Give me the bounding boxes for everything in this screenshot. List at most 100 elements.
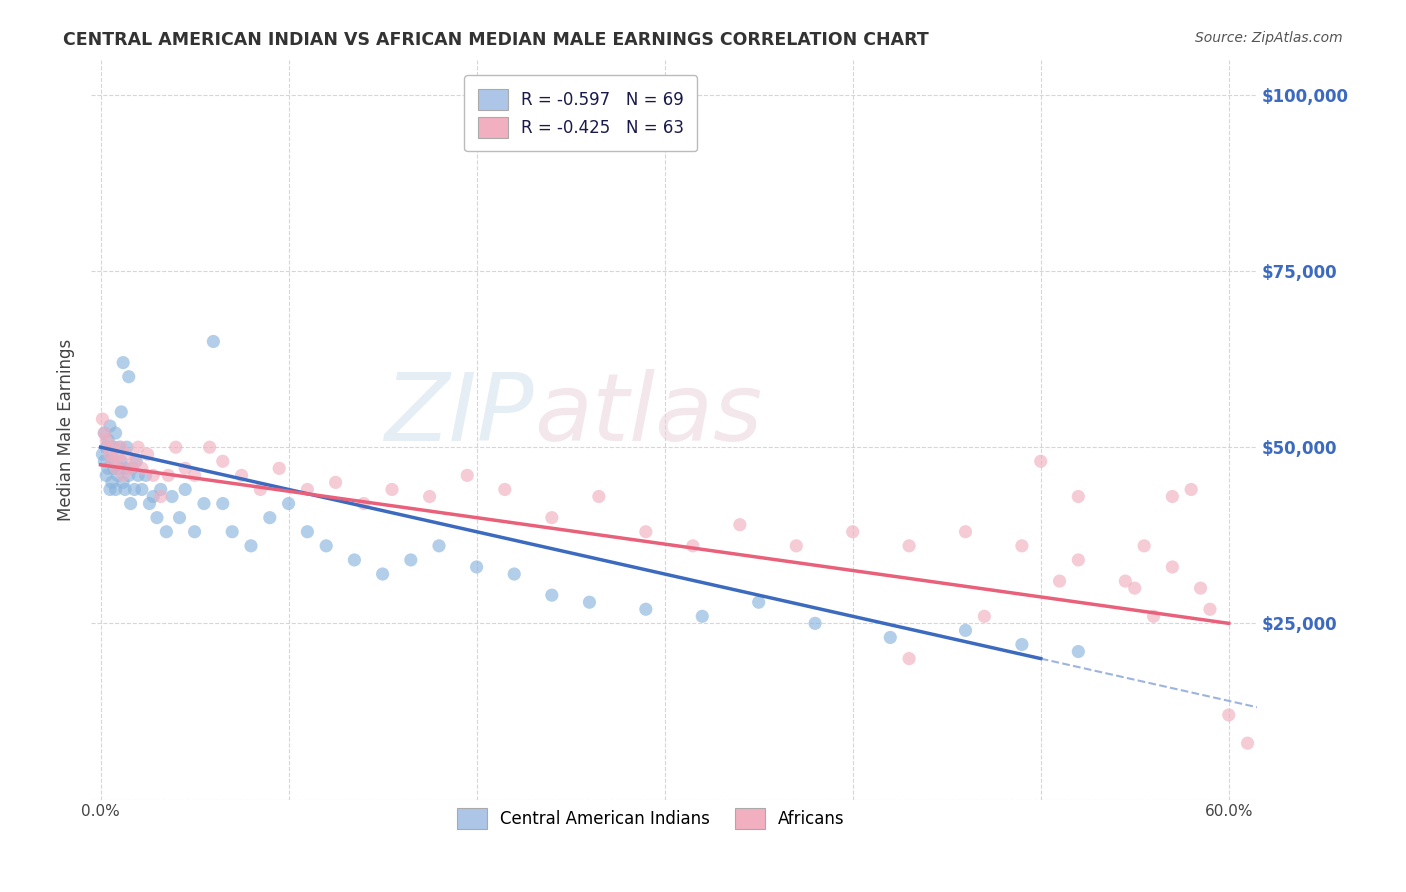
Point xyxy=(101,454,124,468)
Point xyxy=(97,461,120,475)
Point xyxy=(494,483,516,497)
Point xyxy=(353,497,375,511)
Point xyxy=(146,510,169,524)
Point xyxy=(221,524,243,539)
Point xyxy=(96,468,118,483)
Text: CENTRAL AMERICAN INDIAN VS AFRICAN MEDIAN MALE EARNINGS CORRELATION CHART: CENTRAL AMERICAN INDIAN VS AFRICAN MEDIA… xyxy=(63,31,929,49)
Point xyxy=(1142,609,1164,624)
Point xyxy=(108,454,131,468)
Point xyxy=(955,524,977,539)
Point xyxy=(104,461,127,475)
Point xyxy=(174,483,197,497)
Point xyxy=(748,595,770,609)
Point xyxy=(108,461,131,475)
Point xyxy=(1218,708,1240,723)
Point xyxy=(259,510,281,524)
Point xyxy=(1161,490,1184,504)
Point xyxy=(634,524,657,539)
Point xyxy=(588,490,610,504)
Point xyxy=(115,447,138,461)
Point xyxy=(785,539,807,553)
Point xyxy=(841,524,863,539)
Point xyxy=(107,447,129,461)
Point xyxy=(107,468,129,483)
Point xyxy=(198,440,221,454)
Point xyxy=(118,468,141,483)
Point xyxy=(315,539,337,553)
Point xyxy=(1067,644,1090,658)
Point xyxy=(973,609,995,624)
Point xyxy=(297,524,319,539)
Point xyxy=(142,490,165,504)
Point xyxy=(97,440,120,454)
Point xyxy=(155,524,177,539)
Point xyxy=(98,419,121,434)
Point xyxy=(1114,574,1136,588)
Point xyxy=(98,483,121,497)
Point xyxy=(540,588,562,602)
Point xyxy=(804,616,827,631)
Point xyxy=(131,483,153,497)
Point xyxy=(97,433,120,447)
Point xyxy=(1189,581,1212,595)
Point xyxy=(93,426,115,441)
Legend: Central American Indians, Africans: Central American Indians, Africans xyxy=(450,801,852,836)
Point xyxy=(174,461,197,475)
Point xyxy=(399,553,422,567)
Point xyxy=(124,454,146,468)
Point xyxy=(131,461,153,475)
Point xyxy=(101,475,124,490)
Point xyxy=(1011,638,1033,652)
Point xyxy=(93,426,115,441)
Text: Source: ZipAtlas.com: Source: ZipAtlas.com xyxy=(1195,31,1343,45)
Point xyxy=(325,475,347,490)
Point xyxy=(183,468,205,483)
Point xyxy=(124,483,146,497)
Point xyxy=(120,461,142,475)
Point xyxy=(112,475,135,490)
Point xyxy=(419,490,441,504)
Point xyxy=(1133,539,1156,553)
Point xyxy=(136,447,159,461)
Point xyxy=(1011,539,1033,553)
Point xyxy=(1067,490,1090,504)
Point xyxy=(578,595,600,609)
Point xyxy=(98,447,121,461)
Point xyxy=(114,461,136,475)
Point xyxy=(103,461,125,475)
Point xyxy=(104,483,127,497)
Point xyxy=(96,433,118,447)
Point xyxy=(91,412,114,426)
Point xyxy=(1067,553,1090,567)
Point xyxy=(93,454,115,468)
Point xyxy=(231,468,253,483)
Y-axis label: Median Male Earnings: Median Male Earnings xyxy=(58,338,75,521)
Point xyxy=(898,539,921,553)
Point xyxy=(142,468,165,483)
Point xyxy=(110,454,132,468)
Point xyxy=(103,440,125,454)
Point xyxy=(157,468,180,483)
Point xyxy=(160,490,183,504)
Point xyxy=(898,651,921,665)
Point xyxy=(104,426,127,441)
Point xyxy=(277,497,299,511)
Point xyxy=(1049,574,1071,588)
Point xyxy=(110,405,132,419)
Point xyxy=(135,468,157,483)
Point xyxy=(211,454,233,468)
Point xyxy=(114,483,136,497)
Point xyxy=(138,497,160,511)
Point xyxy=(634,602,657,616)
Point xyxy=(879,631,901,645)
Point xyxy=(120,497,142,511)
Point xyxy=(343,553,366,567)
Point xyxy=(371,567,394,582)
Point xyxy=(193,497,215,511)
Point xyxy=(125,454,148,468)
Point xyxy=(682,539,704,553)
Point xyxy=(115,440,138,454)
Point xyxy=(149,483,172,497)
Point xyxy=(269,461,291,475)
Point xyxy=(240,539,263,553)
